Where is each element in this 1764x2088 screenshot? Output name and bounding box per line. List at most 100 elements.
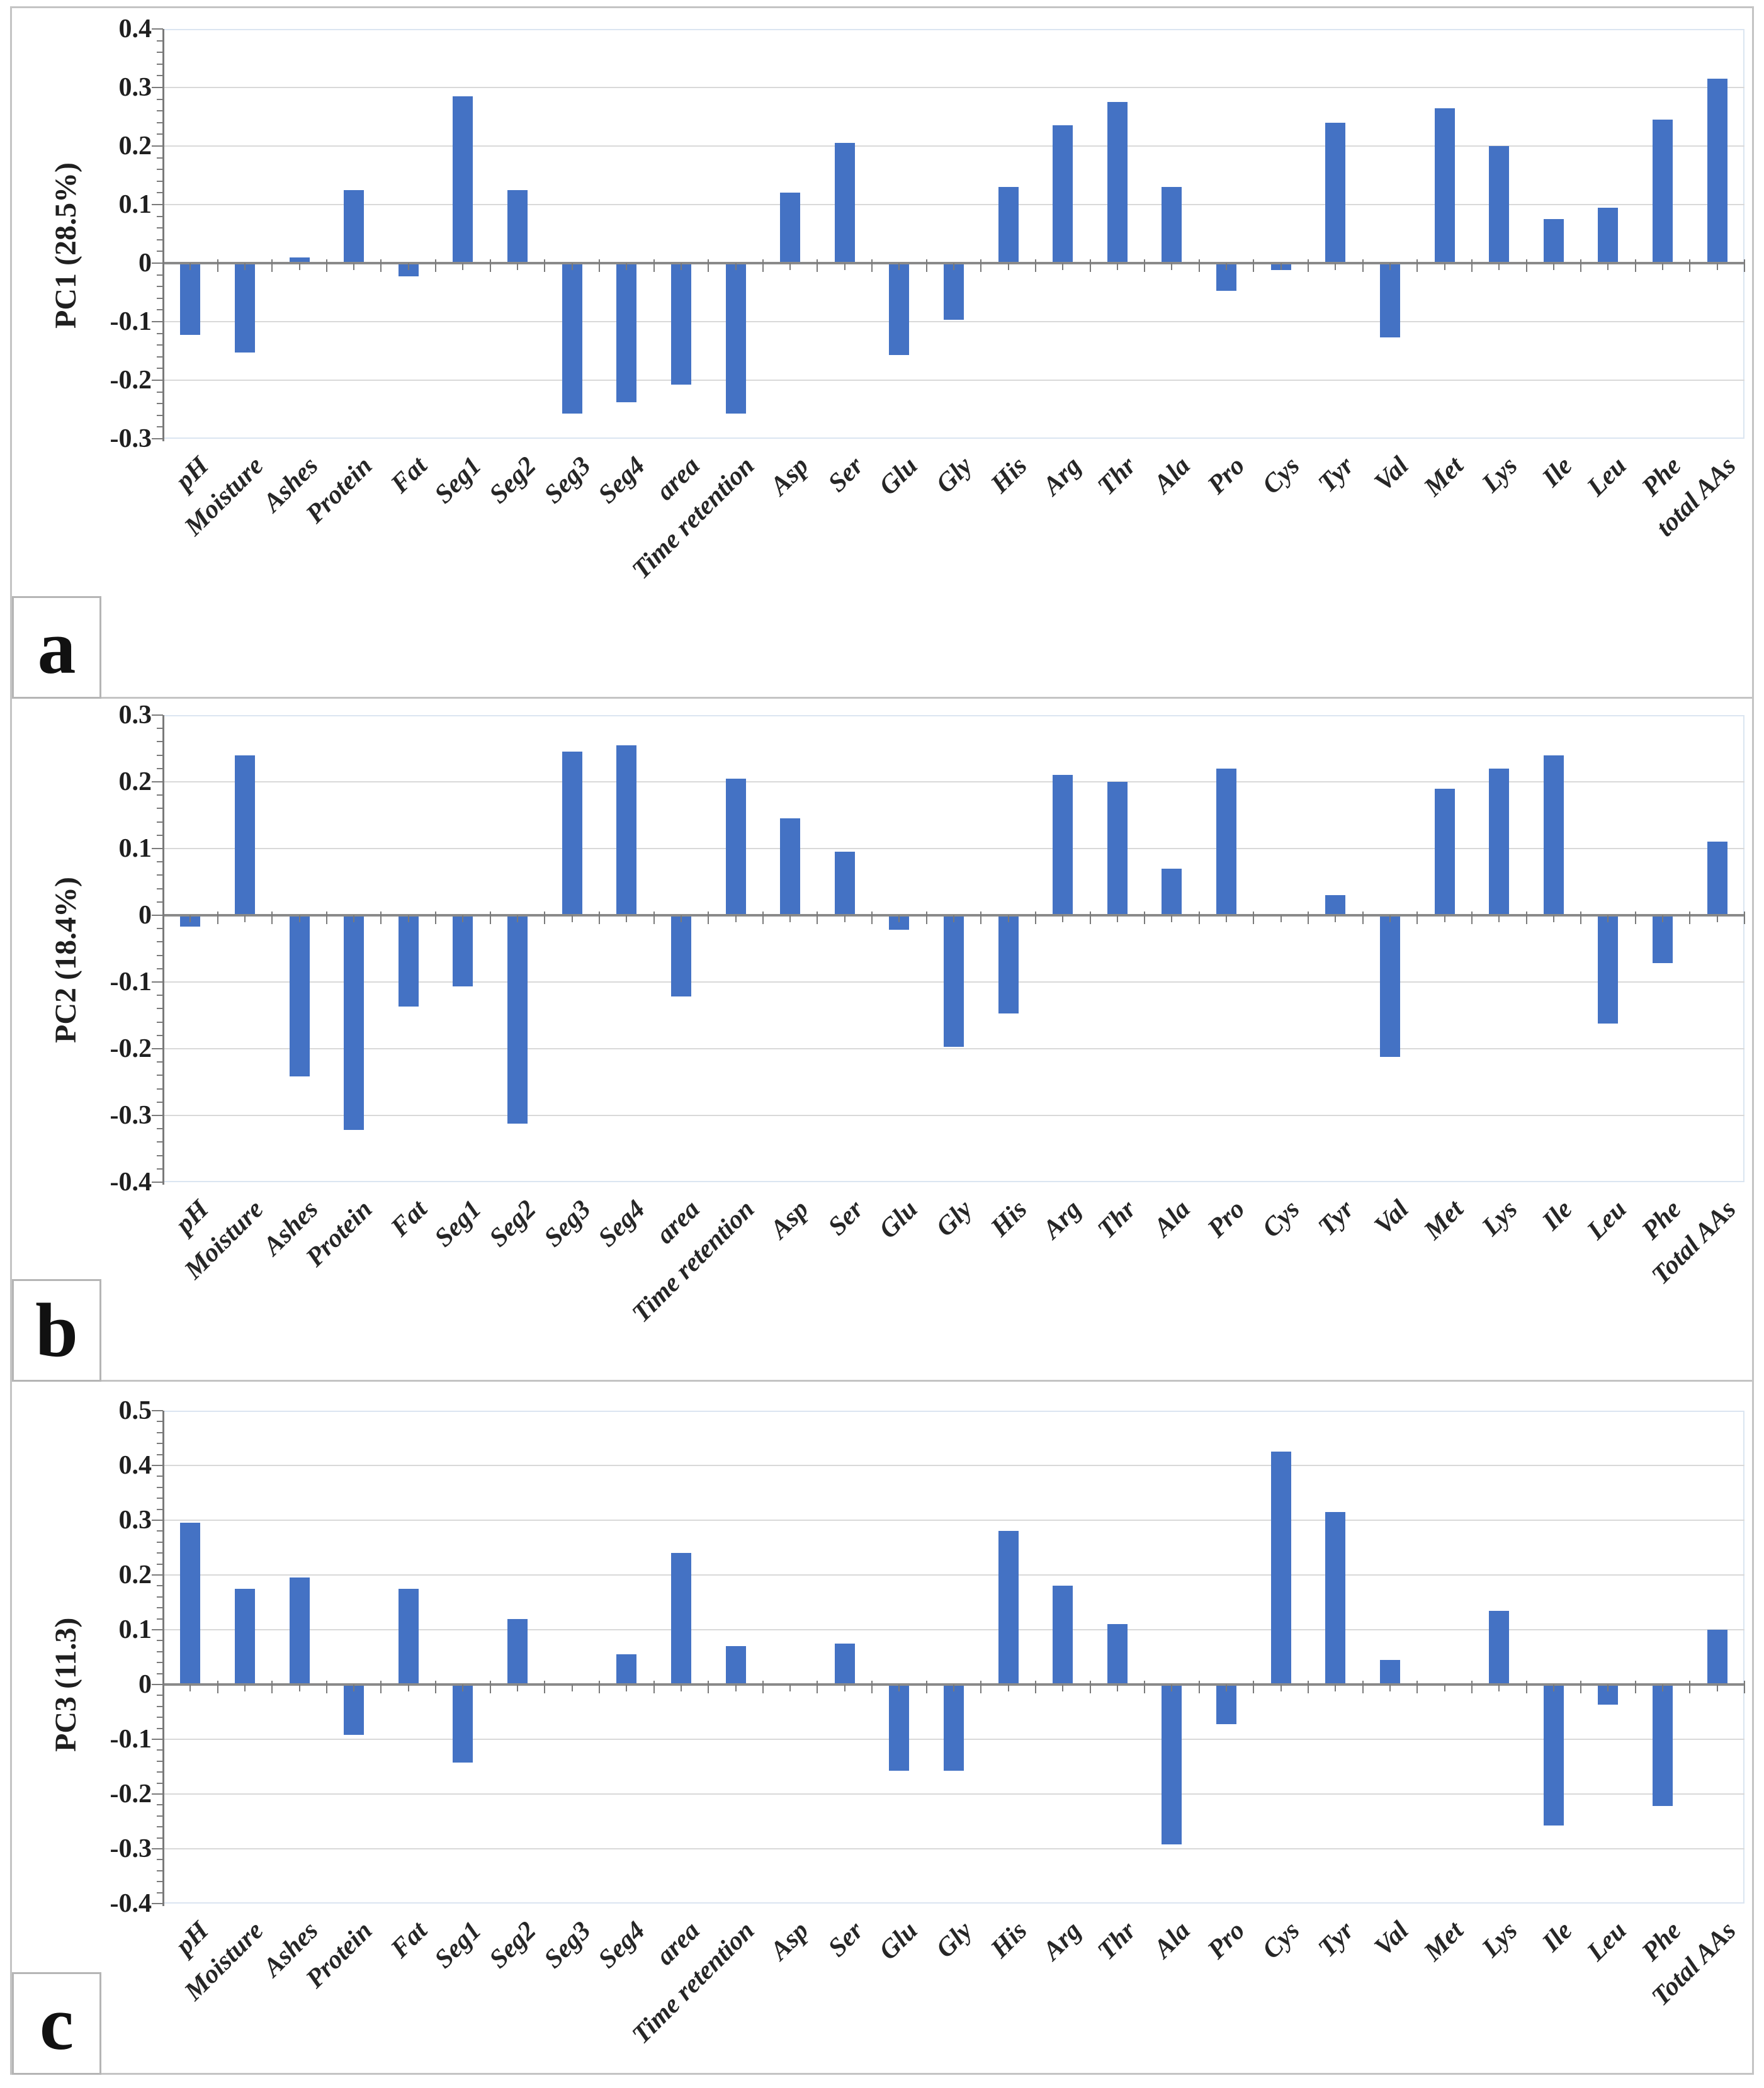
y-tick-label: 0.3 [118, 73, 152, 102]
y-tick-label: -0.1 [110, 968, 152, 996]
x-axis-minor-tick [1171, 1685, 1173, 1691]
y-tick-label: 0.5 [118, 1396, 152, 1425]
x-axis-minor-tick [735, 1685, 737, 1691]
y-axis-tick [157, 426, 163, 428]
gridline [163, 321, 1744, 322]
bar-Arg [1053, 125, 1073, 263]
x-axis-tick [271, 259, 273, 272]
y-axis-tick [157, 1154, 163, 1156]
x-axis-minor-tick [298, 1685, 300, 1691]
x-axis-tick [380, 259, 382, 272]
bar-Protein [344, 189, 365, 263]
bar-Total-AAs [1707, 1630, 1727, 1685]
x-axis-minor-tick [1116, 263, 1118, 270]
x-axis-tick [1253, 911, 1255, 924]
x-axis-tick [1471, 259, 1473, 272]
x-axis-tick [1744, 1681, 1745, 1693]
y-tick-label: -0.3 [110, 1101, 152, 1130]
x-axis-minor-tick [1716, 263, 1718, 270]
x-axis-minor-tick [1171, 915, 1173, 922]
y-axis-tick [157, 274, 163, 276]
gridline [163, 1048, 1744, 1049]
x-axis-minor-tick [898, 915, 900, 922]
x-axis-tick [817, 259, 818, 272]
x-axis-tick [1198, 1681, 1200, 1693]
x-axis-tick [1034, 911, 1036, 924]
y-tick-label: -0.4 [110, 1889, 152, 1918]
y-axis-tick [157, 121, 163, 123]
bar-Seg2 [507, 1618, 528, 1685]
bar-Ashes [289, 1577, 310, 1685]
bar-Phe [1653, 120, 1673, 263]
y-tick-label: -0.3 [110, 1834, 152, 1863]
y-axis-tick [152, 1182, 163, 1183]
x-axis-tick [271, 911, 273, 924]
x-axis-tick [162, 1681, 164, 1693]
x-axis-minor-tick [571, 263, 573, 270]
bar-Glu [889, 1686, 910, 1771]
x-axis-tick [489, 1681, 491, 1693]
x-axis-tick [762, 259, 764, 272]
y-axis-tick [157, 239, 163, 240]
x-axis-minor-tick [1607, 263, 1609, 270]
x-axis-minor-tick [1226, 915, 1228, 922]
x-axis-tick [1634, 911, 1636, 924]
x-axis-minor-tick [1444, 915, 1445, 922]
x-axis-minor-tick [789, 915, 791, 922]
x-axis-tick [1198, 911, 1200, 924]
y-axis-tick [157, 1530, 163, 1532]
y-axis-tick [157, 192, 163, 194]
bar-Seg1 [453, 96, 473, 263]
bar-Seg3 [562, 752, 582, 915]
bar-Ashes [289, 917, 310, 1077]
x-axis-tick [1198, 259, 1200, 272]
y-axis-tick [157, 157, 163, 159]
y-axis-tick [157, 1727, 163, 1729]
bar-Pro [1216, 768, 1237, 915]
y-axis-tick [152, 1739, 163, 1740]
y-axis-tick [152, 1629, 163, 1630]
gridline [163, 1520, 1744, 1521]
y-axis-tick [157, 403, 163, 405]
x-axis-minor-tick [1007, 263, 1009, 270]
x-axis-minor-tick [189, 915, 191, 922]
y-tick-label: -0.3 [110, 424, 152, 453]
y-axis-tick [157, 344, 163, 346]
x-axis-minor-tick [1716, 1685, 1718, 1691]
y-axis-tick [152, 380, 163, 381]
x-axis-minor-tick [680, 263, 682, 270]
bar-pH [180, 264, 201, 335]
x-axis-minor-tick [1335, 263, 1337, 270]
x-axis-tick [1089, 1681, 1091, 1693]
x-axis-tick [871, 911, 873, 924]
gridline [163, 1115, 1744, 1116]
y-axis-tick [157, 1486, 163, 1488]
y-tick-label: 0.3 [118, 701, 152, 730]
y-axis-tick [157, 1749, 163, 1751]
x-axis-tick [162, 259, 164, 272]
y-axis-tick [157, 1695, 163, 1696]
bar-Moisture [234, 755, 255, 915]
y-axis-tick [157, 1892, 163, 1893]
x-axis-minor-tick [626, 1685, 628, 1691]
y-axis-tick [157, 75, 163, 77]
y-axis-tick [157, 821, 163, 823]
bar-His [998, 917, 1019, 1013]
y-axis-tick [157, 888, 163, 889]
x-axis-tick [653, 259, 655, 272]
x-axis-tick [1580, 259, 1582, 272]
x-axis-tick [980, 259, 982, 272]
y-tick-label: -0.2 [110, 1034, 152, 1063]
bar-His [998, 1531, 1019, 1685]
bar-Seg3 [562, 264, 582, 414]
bar-Lys [1489, 146, 1510, 263]
y-axis-tick [157, 1061, 163, 1063]
y-axis-tick [157, 1453, 163, 1455]
x-axis-tick [1308, 259, 1309, 272]
bar-Seg4 [616, 1654, 637, 1685]
y-axis-tick [157, 1101, 163, 1103]
x-axis-tick [1308, 1681, 1309, 1693]
gridline [163, 1465, 1744, 1466]
bar-Ala [1162, 1686, 1182, 1845]
x-axis-minor-tick [1607, 915, 1609, 922]
